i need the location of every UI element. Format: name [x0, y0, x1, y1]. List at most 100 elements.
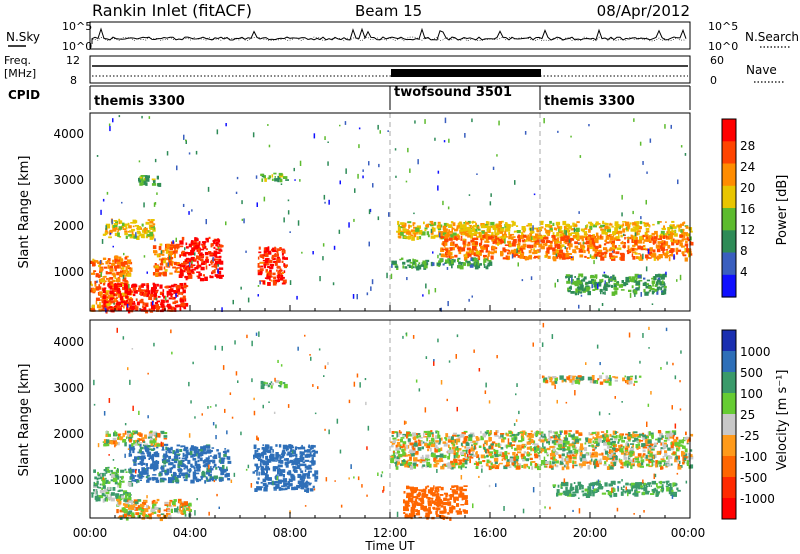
- power-cell: [124, 256, 128, 260]
- velocity-cell: [461, 432, 466, 435]
- power-scatter-cell: [430, 228, 433, 233]
- power-cell: [457, 258, 460, 263]
- velocity-cell: [300, 485, 302, 490]
- velocity-cell: [661, 459, 666, 463]
- power-scatter-cell: [437, 170, 440, 174]
- power-cell: [169, 247, 173, 251]
- power-cell: [154, 291, 156, 295]
- velocity-cell: [476, 462, 480, 466]
- velocity-cell: [112, 437, 117, 443]
- power-cell: [595, 223, 599, 226]
- velocity-cell: [670, 442, 673, 445]
- velocity-cell: [474, 443, 477, 449]
- power-cell: [595, 247, 598, 252]
- velocity-cell: [624, 460, 629, 462]
- velocity-cell: [114, 431, 117, 436]
- power-cell: [216, 251, 219, 254]
- velocity-cell: [161, 442, 164, 447]
- power-cell: [603, 286, 606, 291]
- power-cell: [500, 252, 504, 257]
- power-cell: [97, 261, 100, 264]
- velocity-cell: [528, 466, 530, 470]
- power-scatter-cell: [645, 199, 647, 205]
- velocity-cell: [119, 483, 122, 489]
- power-cell: [145, 182, 148, 186]
- power-cell: [107, 264, 110, 269]
- velocity-cell: [480, 454, 485, 459]
- velocity-cell: [619, 445, 621, 450]
- power-cell: [539, 235, 543, 240]
- power-cell: [480, 238, 483, 243]
- velocity-cell: [584, 447, 588, 452]
- power-scatter-cell: [267, 124, 269, 126]
- power-cell: [114, 258, 117, 263]
- velocity-cell: [444, 437, 446, 440]
- power-scatter-cell: [468, 298, 470, 302]
- power-scatter-cell: [530, 228, 532, 231]
- power-cell: [180, 262, 184, 266]
- velocity-cell: [145, 472, 149, 475]
- velocity-cell: [521, 455, 525, 460]
- power-cell: [418, 262, 421, 265]
- power-cell: [597, 281, 602, 285]
- power-cell: [276, 269, 278, 272]
- power-cell: [462, 240, 466, 245]
- power-cell: [149, 232, 154, 237]
- power-cell: [533, 243, 537, 248]
- power-scatter-cell: [504, 238, 506, 244]
- power-cell: [559, 240, 562, 245]
- velocity-cell: [524, 444, 527, 446]
- power-cell: [183, 261, 185, 265]
- velocity-cell: [455, 455, 458, 458]
- power-cell: [137, 231, 141, 235]
- power-cell: [647, 291, 650, 294]
- power-cell: [645, 248, 649, 251]
- power-cell: [681, 239, 684, 242]
- power-cell: [123, 301, 127, 306]
- power-cell: [440, 247, 444, 250]
- cpid-segment-3: themis 3300: [544, 94, 635, 109]
- velocity-cell: [137, 515, 141, 518]
- power-cell: [512, 236, 516, 238]
- velocity-cell: [152, 460, 155, 464]
- velocity-cell: [412, 447, 416, 451]
- velocity-cell: [613, 444, 615, 448]
- power-scatter-cell: [217, 247, 220, 250]
- power-cell: [634, 226, 639, 231]
- power-cell: [398, 224, 400, 227]
- power-cell: [535, 233, 539, 237]
- velocity-cell: [264, 446, 269, 451]
- power-cell: [474, 231, 477, 235]
- power-cell: [604, 274, 607, 278]
- power-cell: [511, 220, 515, 223]
- power-cell: [499, 228, 504, 233]
- velocity-cell: [99, 483, 102, 486]
- power-cell: [565, 253, 570, 258]
- power-cell: [559, 225, 563, 230]
- power-cell: [584, 227, 588, 230]
- power-cell: [592, 234, 595, 237]
- velocity-cell: [460, 451, 465, 455]
- power-cell: [281, 260, 284, 263]
- power-cell: [196, 271, 201, 273]
- velocity-cell: [158, 510, 161, 513]
- velocity-cell: [101, 492, 105, 496]
- velocity-cell: [115, 493, 119, 498]
- velocity-cell: [541, 433, 546, 437]
- power-cell: [117, 284, 122, 287]
- velocity-cell: [192, 471, 197, 476]
- velocity-cell: [262, 478, 267, 482]
- noise-right-tick-bottom: 10^0: [708, 40, 738, 53]
- velocity-cell: [203, 445, 207, 450]
- power-scatter-cell: [532, 225, 534, 231]
- power-cell: [273, 172, 277, 175]
- velocity-cell: [407, 454, 412, 457]
- velocity-cell: [400, 438, 403, 443]
- velocity-cell: [167, 449, 169, 451]
- power-cell: [145, 235, 148, 239]
- power-scatter-cell: [259, 280, 261, 285]
- velocity-cell: [255, 454, 259, 459]
- power-cell: [650, 287, 655, 291]
- velocity-cell: [163, 460, 166, 465]
- velocity-cell: [281, 469, 286, 473]
